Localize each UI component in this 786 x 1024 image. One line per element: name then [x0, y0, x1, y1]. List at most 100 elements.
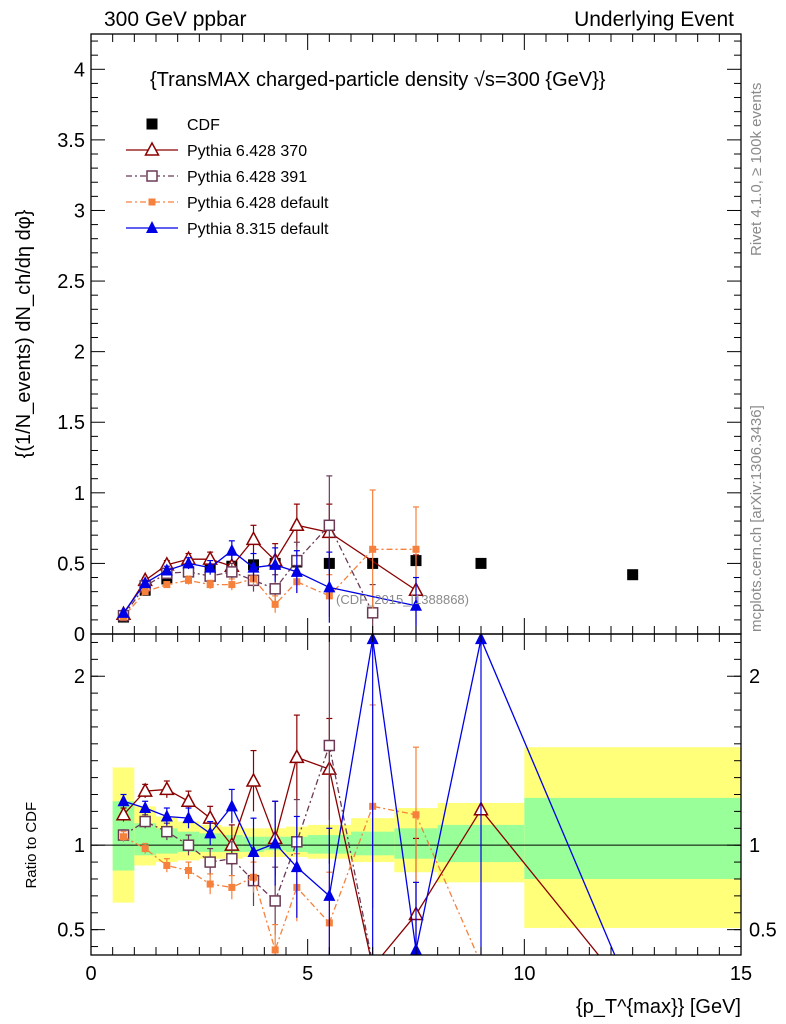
legend-entry-p8def: Pythia 8.315 default [126, 221, 329, 238]
main-point-p8def-7 [269, 557, 282, 570]
ratio-point-p391-2 [161, 825, 173, 838]
source-watermark: (CDF_2015_I1388868) [336, 592, 469, 607]
ratio-point-p370-0 [115, 806, 132, 821]
ratio-point-p370-8 [289, 748, 305, 764]
ratio-line-p391 [123, 742, 372, 955]
main-point-CDF-13 [627, 569, 639, 581]
ratio-point-p8def-9 [323, 888, 336, 901]
ratio-ytick-label-left: 2 [74, 666, 85, 688]
header-left: 300 GeV ppbar [104, 8, 247, 31]
ratio-point-p6def-7 [271, 946, 279, 954]
legend-marker-p6def [148, 198, 156, 206]
legend-entry-CDF: CDF [146, 117, 220, 134]
legend-label-p391: Pythia 6.428 391 [187, 169, 307, 186]
legend-marker-p8def [146, 221, 158, 233]
main-point-p8def-1 [139, 576, 152, 589]
ratio-point-p370-2 [159, 780, 175, 796]
ratio-point-p6def-3 [185, 867, 192, 875]
mcplots-label: mcplots.cern.ch [arXiv:1306.3436] [748, 405, 765, 632]
legend-label-CDF: CDF [187, 117, 220, 134]
ratio-point-p370-1 [137, 782, 153, 797]
ratio-line-p8def [123, 636, 616, 955]
main-ylabel: {(1/N_events) dN_ch/dη dφ} [13, 209, 35, 458]
main-series-p8def [117, 540, 422, 634]
main-point-p8def-9 [323, 580, 336, 593]
main-point-p391-9 [323, 519, 336, 532]
ratio-ytick-label-right: 1 [749, 835, 760, 857]
main-point-p6def-3 [185, 576, 192, 584]
main-point-p391-5 [226, 566, 238, 578]
ratio-point-p391-4 [204, 856, 216, 868]
main-point-p6def-4 [206, 581, 214, 589]
legend-label-p370: Pythia 6.428 370 [187, 143, 307, 160]
ratio-point-p391-7 [269, 895, 281, 907]
main-ytick-label: 0.5 [57, 553, 85, 575]
ratio-point-p8def-3 [182, 811, 195, 824]
band-inner-13 [524, 797, 741, 879]
ratio-xtick-label: 10 [513, 963, 535, 985]
main-point-CDF-12 [475, 557, 487, 569]
main-point-p8def-10 [410, 598, 422, 611]
main-point-p370-8 [289, 516, 305, 532]
ratio-point-p391-5 [226, 852, 238, 865]
ratio-point-p8def-6 [247, 844, 260, 857]
ratio-ytick-label-right: 0.5 [749, 920, 777, 942]
main-panel-series [115, 475, 639, 634]
legend-entry-p370: Pythia 6.428 370 [126, 141, 307, 160]
main-point-p370-6 [245, 530, 262, 546]
ratio-point-p6def-11 [412, 811, 420, 819]
ratio-ytick-label-left: 1 [74, 835, 85, 857]
ratio-xtick-label: 0 [85, 963, 96, 985]
ratio-xtick-label: 5 [302, 963, 313, 985]
main-series-p391 [117, 475, 379, 634]
rivet-label: Rivet 4.1.0, ≥ 100k events [748, 82, 765, 256]
legend-marker-CDF [146, 118, 158, 130]
band-inner-1 [134, 823, 156, 856]
ratio-point-p370-3 [180, 792, 197, 808]
ratio-point-p391-1 [139, 815, 151, 828]
main-point-p391-7 [269, 583, 281, 595]
main-title: {TransMAX charged-particle density √s=30… [150, 69, 606, 91]
main-point-p6def-7 [271, 600, 279, 608]
ratio-point-p8def-7 [269, 836, 282, 849]
legend-entry-p391: Pythia 6.428 391 [126, 169, 307, 186]
xlabel: {p_T^{max}} [GeV] [576, 996, 741, 1018]
main-ytick-label: 3.5 [57, 130, 85, 152]
main-ytick-label: 2.5 [57, 271, 85, 293]
ratio-point-p8def-2 [160, 809, 173, 822]
main-point-p8def-6 [247, 560, 260, 573]
main-point-p6def-5 [228, 581, 236, 589]
main-point-p6def-10 [369, 545, 377, 553]
ratio-point-p8def-5 [225, 799, 238, 812]
ratio-panel-series [115, 634, 616, 955]
main-point-p391-10 [366, 607, 379, 619]
main-ytick-label: 1 [74, 483, 85, 505]
ratio-point-p391-9 [323, 739, 336, 752]
ratio-point-p6def-4 [206, 880, 214, 888]
legend-entry-p6def: Pythia 6.428 default [126, 195, 329, 212]
ratio-point-p391-3 [182, 839, 195, 851]
ratio-xtick-label: 15 [730, 963, 752, 985]
legend-label-p6def: Pythia 6.428 default [187, 195, 329, 212]
main-ytick-label: 3 [74, 200, 85, 222]
legend-marker-p370 [144, 141, 160, 156]
ratio-point-p8def-4 [204, 826, 217, 839]
main-ytick-label: 0 [74, 624, 85, 646]
main-ytick-label: 1.5 [57, 412, 85, 434]
ratio-point-p6def-2 [163, 861, 171, 869]
main-point-p8def-2 [160, 563, 173, 576]
main-point-p8def-5 [225, 543, 238, 556]
ratio-ytick-label-right: 2 [749, 666, 760, 688]
ratio-point-p8def-1 [139, 801, 152, 814]
main-ytick-label: 2 [74, 342, 85, 364]
main-point-p8def-3 [182, 556, 195, 569]
ratio-point-p6def-1 [141, 845, 149, 853]
ratio-ytick-label-left: 0.5 [57, 920, 85, 942]
header-right: Underlying Event [574, 8, 734, 31]
main-point-p8def-8 [290, 564, 303, 577]
ratio-ylabel: Ratio to CDF [23, 802, 40, 889]
ratio-point-p6def-0 [120, 833, 127, 841]
main-point-p6def-1 [141, 588, 149, 596]
main-point-p6def-11 [412, 545, 420, 553]
